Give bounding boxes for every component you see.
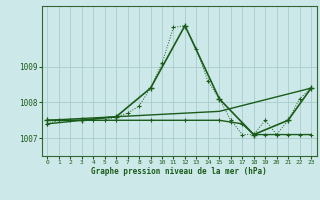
X-axis label: Graphe pression niveau de la mer (hPa): Graphe pression niveau de la mer (hPa) xyxy=(91,167,267,176)
